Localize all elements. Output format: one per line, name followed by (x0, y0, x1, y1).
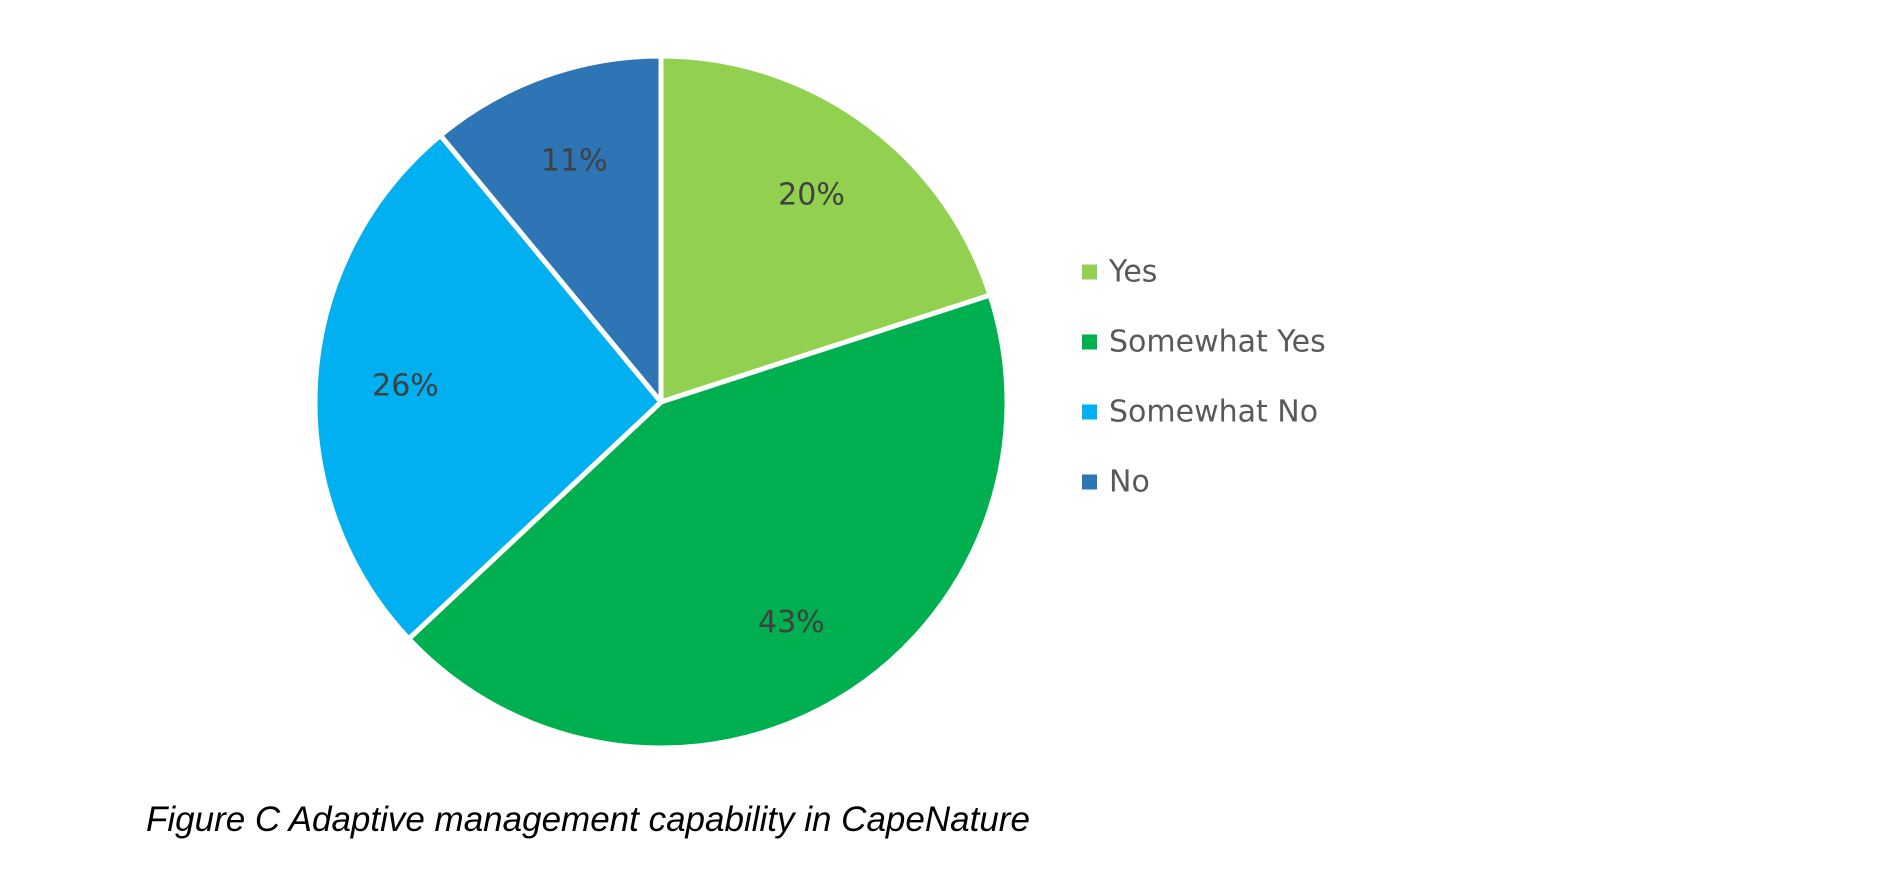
chart-legend: Yes Somewhat Yes Somewhat No No (1082, 255, 1326, 500)
legend-label-yes: Yes (1108, 255, 1157, 290)
legend-label-somewhat-no: Somewhat No (1109, 395, 1318, 430)
legend-swatch-somewhat-yes (1082, 334, 1097, 350)
legend-label-no: No (1109, 465, 1150, 500)
pie-slice-no (437, 53, 664, 405)
data-label-somewhat-yes: 43% (758, 605, 825, 640)
legend-swatch-yes (1082, 264, 1097, 280)
legend-label-somewhat-yes: Somewhat Yes (1109, 325, 1326, 360)
legend-swatch-somewhat-no (1082, 404, 1097, 420)
data-label-somewhat-no: 26% (372, 368, 439, 403)
pie-slices (312, 53, 1010, 751)
data-label-yes: 20% (778, 177, 845, 212)
legend-swatch-no (1082, 474, 1097, 490)
pie-slice-somewhat-yes (406, 292, 1010, 751)
figure-caption: Figure C Adaptive management capability … (146, 800, 1030, 839)
data-label-no: 11% (541, 144, 608, 179)
pie-data-labels: 20% 43% 26% 11% (372, 144, 845, 640)
pie-slice-yes (658, 53, 993, 405)
pie-slice-somewhat-no (312, 132, 664, 642)
